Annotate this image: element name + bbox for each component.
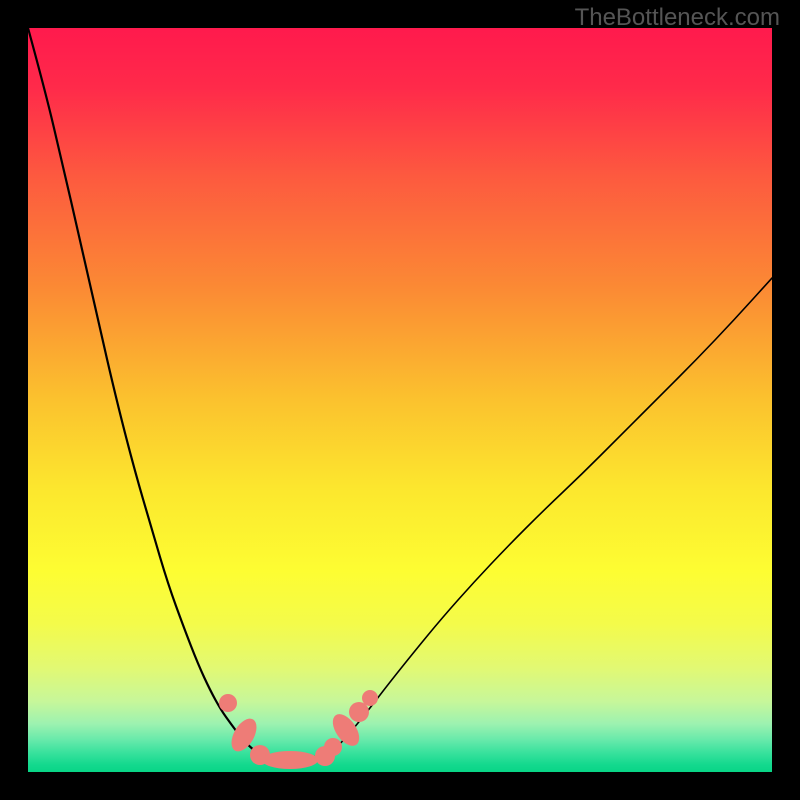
- watermark-text: TheBottleneck.com: [575, 4, 780, 32]
- chart-svg: [0, 0, 800, 800]
- marker-blob: [324, 738, 342, 756]
- marker-blob: [362, 690, 378, 706]
- marker-blob: [219, 694, 237, 712]
- gradient-background: [28, 28, 772, 772]
- marker-blob: [262, 751, 318, 769]
- chart-stage: TheBottleneck.com: [0, 0, 800, 800]
- marker-blob: [349, 702, 369, 722]
